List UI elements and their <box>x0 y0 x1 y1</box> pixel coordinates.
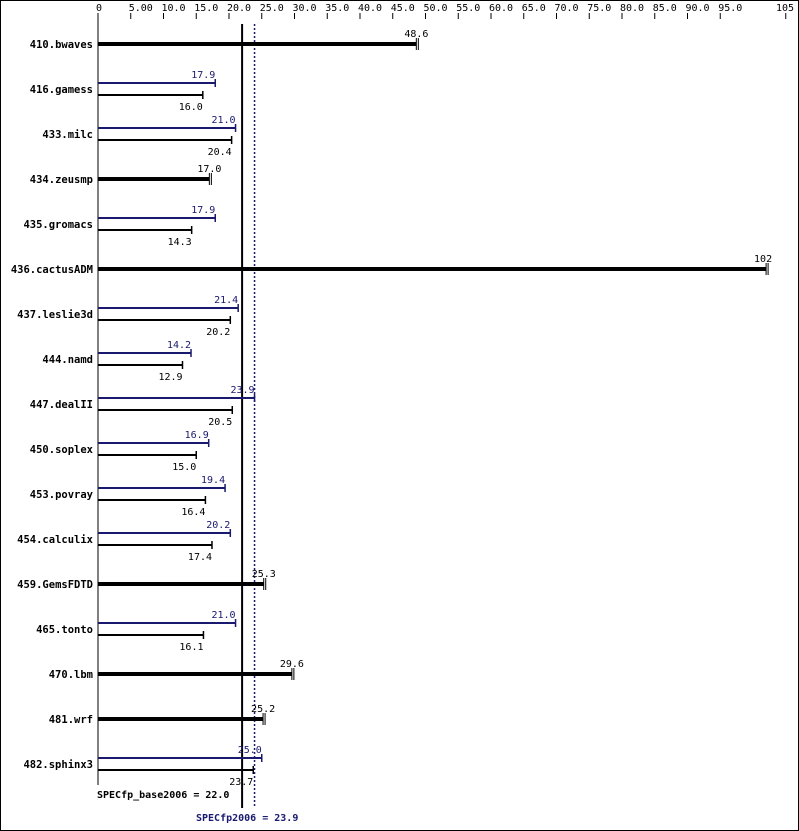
base-value-label: 17.0 <box>197 164 221 175</box>
axis-tick-label: 20.0 <box>227 3 251 14</box>
axis-tick-label: 60.0 <box>489 3 513 14</box>
peak-value-label: 25.0 <box>238 745 262 756</box>
axis-tick-label: 30.0 <box>293 3 317 14</box>
peak-value-label: 14.2 <box>167 340 191 351</box>
peak-value-label: 21.0 <box>212 115 236 126</box>
benchmark-label: 450.soplex <box>30 444 94 456</box>
benchmark-label: 444.namd <box>42 354 93 366</box>
axis-tick-label: 25.0 <box>260 3 284 14</box>
axis-tick-label: 15.0 <box>194 3 218 14</box>
axis-tick-label: 75.0 <box>587 3 611 14</box>
axis-tick-label: 95.0 <box>718 3 742 14</box>
peak-value-label: 17.9 <box>191 70 215 81</box>
peak-value-label: 23.9 <box>230 385 254 396</box>
peak-value-label: 17.9 <box>191 205 215 216</box>
benchmark-label: 434.zeusmp <box>30 174 93 186</box>
base-value-label: 12.9 <box>158 372 182 383</box>
base-value-label: 48.6 <box>404 29 428 40</box>
benchmark-label: 459.GemsFDTD <box>17 579 93 591</box>
benchmark-label: 482.sphinx3 <box>23 759 93 771</box>
benchmark-label: 435.gromacs <box>23 219 93 231</box>
peak-value-label: 20.2 <box>206 520 230 531</box>
benchmark-label: 436.cactusADM <box>11 264 93 276</box>
benchmark-label: 416.gamess <box>30 84 93 96</box>
base-value-label: 16.1 <box>179 642 203 653</box>
peak-value-label: 16.9 <box>185 430 209 441</box>
axis-tick-label: 85.0 <box>653 3 677 14</box>
axis-tick-label: 90.0 <box>686 3 710 14</box>
base-value-label: 20.4 <box>208 147 232 158</box>
axis-tick-label: 55.0 <box>456 3 480 14</box>
base-value-label: 17.4 <box>188 552 212 563</box>
axis-tick-label: 50.0 <box>424 3 448 14</box>
peak-value-label: 21.4 <box>214 295 238 306</box>
axis-tick-label: 10.0 <box>162 3 186 14</box>
base-reference-label: SPECfp_base2006 = 22.0 <box>97 790 229 801</box>
peak-reference-label: SPECfp2006 = 23.9 <box>196 813 298 824</box>
axis-tick-label: 0 <box>96 3 102 14</box>
base-value-label: 15.0 <box>172 462 196 473</box>
base-value-label: 25.2 <box>251 704 275 715</box>
axis-tick-label: 70.0 <box>555 3 579 14</box>
peak-value-label: 19.4 <box>201 475 225 486</box>
benchmark-label: 447.dealII <box>30 399 93 411</box>
base-value-label: 20.5 <box>208 417 232 428</box>
axis-tick-label: 80.0 <box>620 3 644 14</box>
axis-tick-label: 5.00 <box>129 3 153 14</box>
axis-tick-label: 40.0 <box>358 3 382 14</box>
base-value-label: 25.3 <box>252 569 276 580</box>
axis-tick-label: 105 <box>776 3 794 14</box>
benchmark-label: 465.tonto <box>36 624 93 636</box>
benchmark-label: 481.wrf <box>49 714 93 726</box>
benchmark-label: 454.calculix <box>17 534 94 546</box>
axis-tick-label: 65.0 <box>522 3 546 14</box>
base-value-label: 16.0 <box>179 102 203 113</box>
benchmark-label: 453.povray <box>30 489 94 501</box>
base-value-label: 102 <box>754 254 772 265</box>
axis-tick-label: 45.0 <box>391 3 415 14</box>
benchmark-label: 437.leslie3d <box>17 309 93 321</box>
peak-value-label: 21.0 <box>212 610 236 621</box>
benchmark-label: 433.milc <box>42 129 93 141</box>
benchmark-label: 410.bwaves <box>30 39 93 51</box>
benchmark-label: 470.lbm <box>49 669 93 681</box>
base-value-label: 23.7 <box>229 777 253 788</box>
axis-tick-label: 35.0 <box>325 3 349 14</box>
base-value-label: 14.3 <box>168 237 192 248</box>
base-value-label: 29.6 <box>280 659 304 670</box>
base-value-label: 20.2 <box>206 327 230 338</box>
base-value-label: 16.4 <box>181 507 205 518</box>
